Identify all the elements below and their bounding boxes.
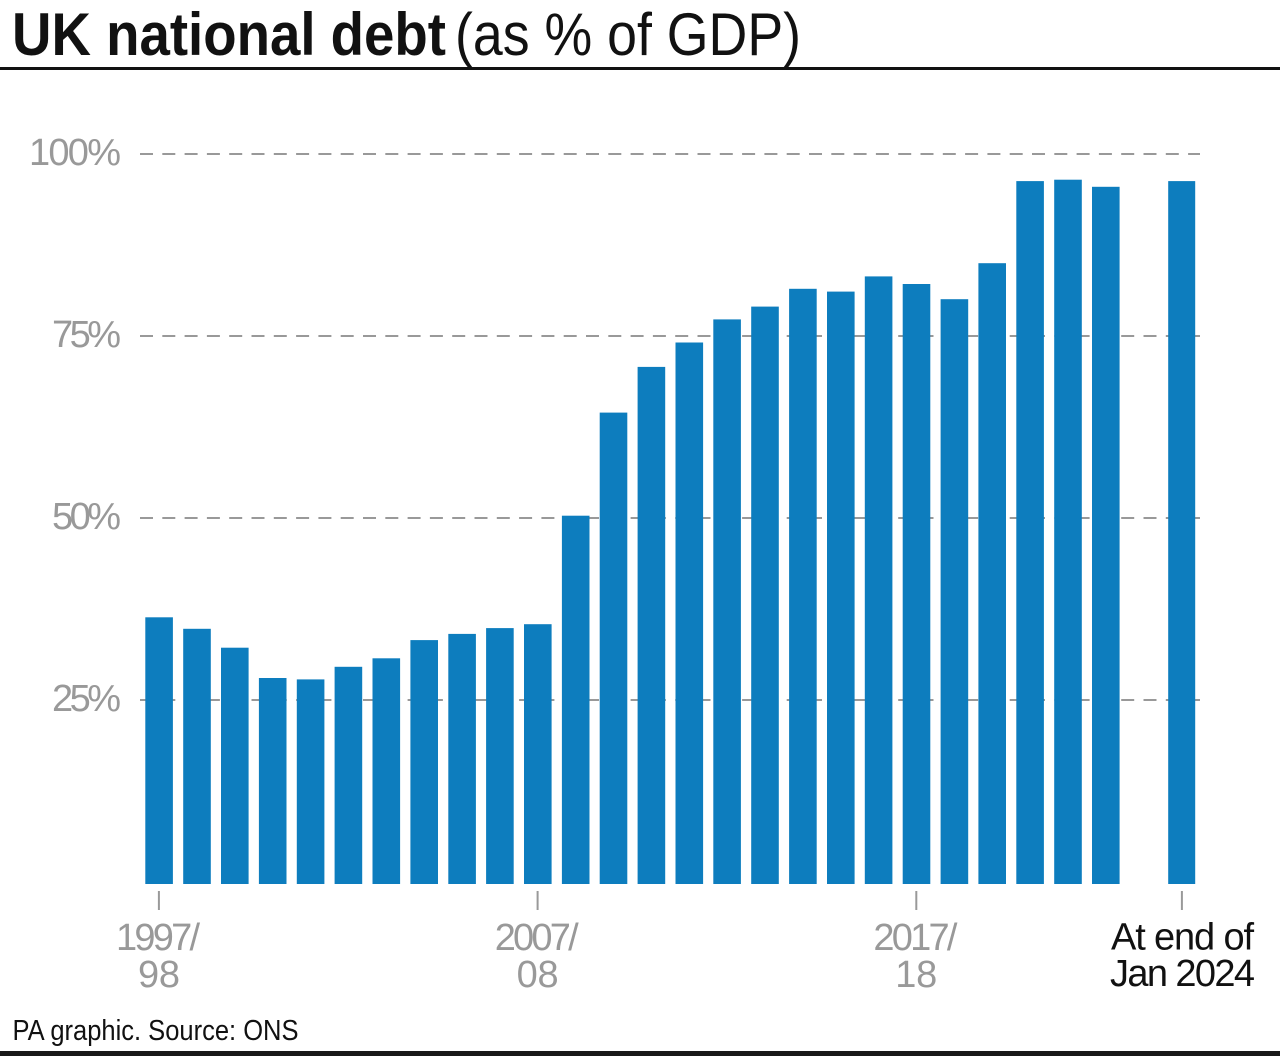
svg-text:08: 08 bbox=[517, 954, 559, 996]
svg-text:Jan 2024: Jan 2024 bbox=[1110, 953, 1255, 995]
svg-text:100%: 100% bbox=[29, 132, 121, 174]
svg-text:98: 98 bbox=[138, 954, 180, 996]
svg-text:2017/: 2017/ bbox=[873, 917, 957, 959]
svg-text:50%: 50% bbox=[52, 496, 121, 538]
svg-text:At end of: At end of bbox=[1111, 917, 1254, 959]
svg-text:(as % of GDP): (as % of GDP) bbox=[455, 1, 801, 68]
svg-text:1997/: 1997/ bbox=[116, 917, 200, 959]
svg-text:18: 18 bbox=[895, 954, 937, 996]
svg-text:75%: 75% bbox=[52, 314, 121, 356]
svg-text:25%: 25% bbox=[52, 678, 121, 720]
svg-text:PA graphic. Source: ONS: PA graphic. Source: ONS bbox=[13, 1015, 299, 1047]
svg-text:2007/: 2007/ bbox=[495, 917, 579, 959]
svg-text:UK national debt: UK national debt bbox=[12, 1, 446, 68]
